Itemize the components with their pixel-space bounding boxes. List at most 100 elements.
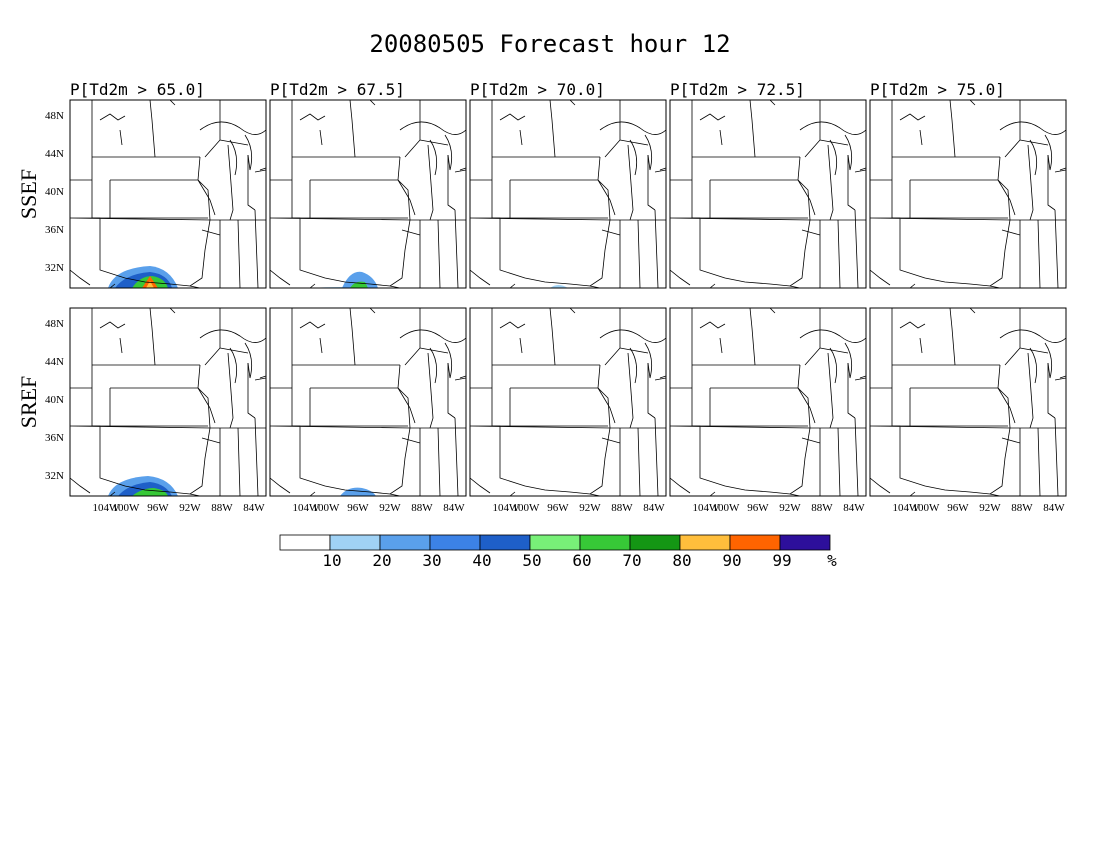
colorbar-box (379, 534, 431, 551)
lon-label: 104W (693, 502, 721, 514)
panel-frame (269, 307, 467, 497)
lon-label: 104W (493, 502, 521, 514)
panel-frame (469, 99, 667, 289)
lon-label: 96W (347, 502, 369, 514)
map-content (70, 100, 266, 288)
map-content (470, 308, 666, 496)
map-content (870, 100, 1066, 288)
panel-frame (69, 307, 267, 497)
lon-label: 92W (979, 502, 1001, 514)
colorbar-label: 60 (572, 551, 591, 570)
basemap (670, 308, 866, 496)
lon-label: 88W (1011, 502, 1033, 514)
panel-frame (469, 307, 667, 497)
map-panel (69, 307, 267, 497)
map-content (70, 308, 266, 496)
colorbar-box (429, 534, 481, 551)
colorbar-box (479, 534, 531, 551)
lon-label: 92W (179, 502, 201, 514)
lon-label: 104W (93, 502, 121, 514)
map-panel (869, 307, 1067, 497)
lat-label: 44N (45, 148, 64, 160)
map-content (470, 100, 666, 288)
lon-label: 88W (411, 502, 433, 514)
lon-label: 96W (547, 502, 569, 514)
basemap (70, 308, 266, 496)
lon-label: 100W (913, 502, 941, 514)
panel-title: P[Td2m > 67.5] (270, 80, 405, 99)
colorbar-label: 40 (472, 551, 491, 570)
map-panel (669, 307, 867, 497)
panel-frame (69, 99, 267, 289)
basemap (670, 100, 866, 288)
panel-title: P[Td2m > 65.0] (70, 80, 205, 99)
colorbar-box (779, 534, 831, 551)
map-content (870, 308, 1066, 496)
lon-label: 100W (513, 502, 541, 514)
lon-label: 104W (893, 502, 921, 514)
colorbar-label: 50 (522, 551, 541, 570)
lon-label: 88W (611, 502, 633, 514)
map-content (670, 308, 866, 496)
colorbar-label: 99 (772, 551, 791, 570)
panel-frame (669, 99, 867, 289)
map-panel (469, 307, 667, 497)
colorbar-label: 20 (372, 551, 391, 570)
lat-label: 32N (45, 262, 64, 274)
probability-area (550, 285, 568, 288)
lon-label: 92W (379, 502, 401, 514)
lon-label: 84W (843, 502, 865, 514)
basemap (70, 100, 266, 288)
colorbar-label: 90 (722, 551, 741, 570)
colorbar-label: 80 (672, 551, 691, 570)
panel-title: P[Td2m > 72.5] (670, 80, 805, 99)
lat-label: 48N (45, 318, 64, 330)
lon-label: 84W (643, 502, 665, 514)
panel-frame (669, 307, 867, 497)
lon-label: 104W (293, 502, 321, 514)
colorbar-box (579, 534, 631, 551)
map-panel (269, 99, 467, 289)
lat-label: 36N (45, 224, 64, 236)
lon-label: 96W (947, 502, 969, 514)
colorbar-box (529, 534, 581, 551)
colorbar-box (729, 534, 781, 551)
row-label: SREF (16, 376, 41, 429)
map-panel (869, 99, 1067, 289)
map-panel (469, 99, 667, 289)
basemap (870, 308, 1066, 496)
panel-frame (869, 307, 1067, 497)
map-content (670, 100, 866, 288)
colorbar-box (679, 534, 731, 551)
lon-label: 84W (243, 502, 265, 514)
figure-title: 20080505 Forecast hour 12 (369, 30, 730, 58)
lon-label: 100W (313, 502, 341, 514)
map-panel (69, 99, 267, 289)
lat-label: 40N (45, 394, 64, 406)
basemap (470, 100, 666, 288)
colorbar-box (329, 534, 381, 551)
lon-label: 92W (579, 502, 601, 514)
colorbar-label: % (827, 551, 837, 570)
lon-label: 96W (147, 502, 169, 514)
lon-label: 88W (811, 502, 833, 514)
probability-area (340, 487, 376, 496)
colorbar-label: 10 (322, 551, 341, 570)
map-content (270, 308, 466, 496)
lon-label: 84W (443, 502, 465, 514)
lon-label: 84W (1043, 502, 1065, 514)
lat-label: 32N (45, 470, 64, 482)
colorbar-label: 70 (622, 551, 641, 570)
probability-area (132, 488, 168, 496)
basemap (270, 308, 466, 496)
lat-label: 40N (45, 186, 64, 198)
colorbar-box (629, 534, 681, 551)
lat-label: 36N (45, 432, 64, 444)
colorbar-box (279, 534, 331, 551)
basemap (470, 308, 666, 496)
lon-label: 100W (713, 502, 741, 514)
map-panel (269, 307, 467, 497)
lon-label: 96W (747, 502, 769, 514)
colorbar-label: 30 (422, 551, 441, 570)
